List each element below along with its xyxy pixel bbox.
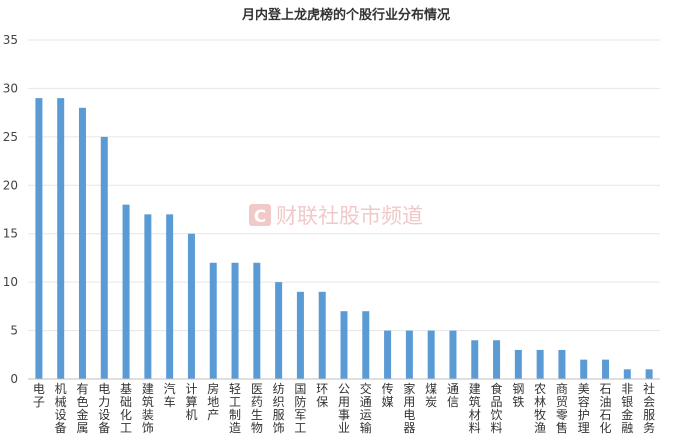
bar	[405, 330, 413, 379]
y-axis-ticks: 0 5 10 15 20 25 30 35	[3, 33, 18, 386]
x-tick-label: 轻工制造	[229, 382, 241, 435]
x-tick-label: 环保	[316, 382, 328, 409]
x-tick-label: 家用电器	[403, 381, 415, 435]
bar	[57, 98, 65, 379]
x-tick-label: 房地产	[207, 381, 219, 422]
x-tick-label: 非银金融	[621, 382, 633, 435]
x-tick-label: 计算机	[185, 382, 197, 422]
bar	[493, 340, 501, 379]
x-tick-label: 电力设备	[98, 382, 110, 435]
watermark: C 财联社股市频道	[249, 204, 423, 228]
x-tick-label: 有色金属	[76, 382, 88, 435]
watermark-logo	[249, 204, 271, 226]
bar	[231, 262, 239, 379]
x-tick-label: 煤炭	[425, 382, 437, 409]
y-tick-label: 0	[10, 372, 18, 386]
bar	[384, 330, 392, 379]
y-tick-label: 25	[3, 130, 18, 144]
bar	[166, 214, 174, 379]
x-tick-label: 农林牧渔	[534, 382, 546, 435]
x-tick-label: 石油石化	[600, 382, 612, 435]
bar	[209, 262, 217, 379]
bar	[645, 369, 653, 379]
bar	[536, 349, 544, 379]
watermark-logo-letter: C	[254, 207, 266, 227]
bar	[187, 233, 195, 379]
bar	[623, 369, 631, 379]
x-tick-label: 国防军工	[294, 382, 306, 435]
y-tick-label: 10	[3, 275, 18, 289]
bar	[144, 214, 152, 379]
bar	[514, 349, 522, 379]
x-axis-labels: 电子机械设备有色金属电力设备基础化工建筑装饰汽车计算机房地产轻工制造医药生物纺织…	[33, 381, 655, 435]
y-tick-label: 35	[3, 33, 18, 47]
bar	[602, 359, 610, 379]
bar	[318, 291, 326, 379]
x-tick-label: 基础化工	[120, 382, 132, 435]
y-tick-label: 30	[3, 81, 18, 95]
bar	[100, 136, 108, 379]
bar	[253, 262, 261, 379]
bars	[35, 98, 653, 380]
bar	[580, 359, 588, 379]
x-tick-label: 美容护理	[578, 382, 590, 435]
x-tick-label: 建筑材料	[469, 382, 481, 435]
bar	[78, 107, 86, 380]
x-tick-label: 食品饮料	[491, 381, 503, 435]
x-tick-label: 建筑装饰	[142, 382, 154, 435]
y-tick-label: 5	[10, 324, 18, 338]
bar	[275, 282, 283, 379]
y-tick-label: 15	[3, 227, 18, 241]
watermark-text: 财联社股市频道	[276, 204, 423, 228]
bar	[471, 340, 479, 379]
bar	[427, 330, 435, 379]
bar	[340, 311, 348, 379]
x-tick-label: 通信	[447, 382, 459, 409]
x-tick-label: 传媒	[382, 381, 394, 409]
x-tick-label: 机械设备	[55, 382, 67, 435]
bar	[558, 349, 566, 379]
bar	[35, 98, 43, 379]
bar	[449, 330, 457, 379]
x-tick-label: 钢铁	[512, 382, 524, 409]
y-tick-label: 20	[3, 178, 18, 192]
bar	[296, 291, 304, 379]
gridlines	[28, 39, 660, 332]
bar	[122, 204, 130, 379]
x-tick-label: 社会服务	[643, 381, 655, 435]
x-tick-label: 医药生物	[251, 382, 263, 435]
x-tick-label: 纺织服饰	[273, 382, 285, 435]
bar	[362, 311, 370, 379]
chart-title: 月内登上龙虎榜的个股行业分布情况	[241, 7, 450, 23]
x-tick-label: 公用事业	[338, 382, 350, 435]
x-tick-label: 电子	[33, 382, 45, 409]
x-tick-label: 汽车	[164, 381, 176, 409]
x-tick-label: 商贸零售	[556, 381, 568, 435]
x-tick-label: 交通运输	[360, 381, 372, 435]
